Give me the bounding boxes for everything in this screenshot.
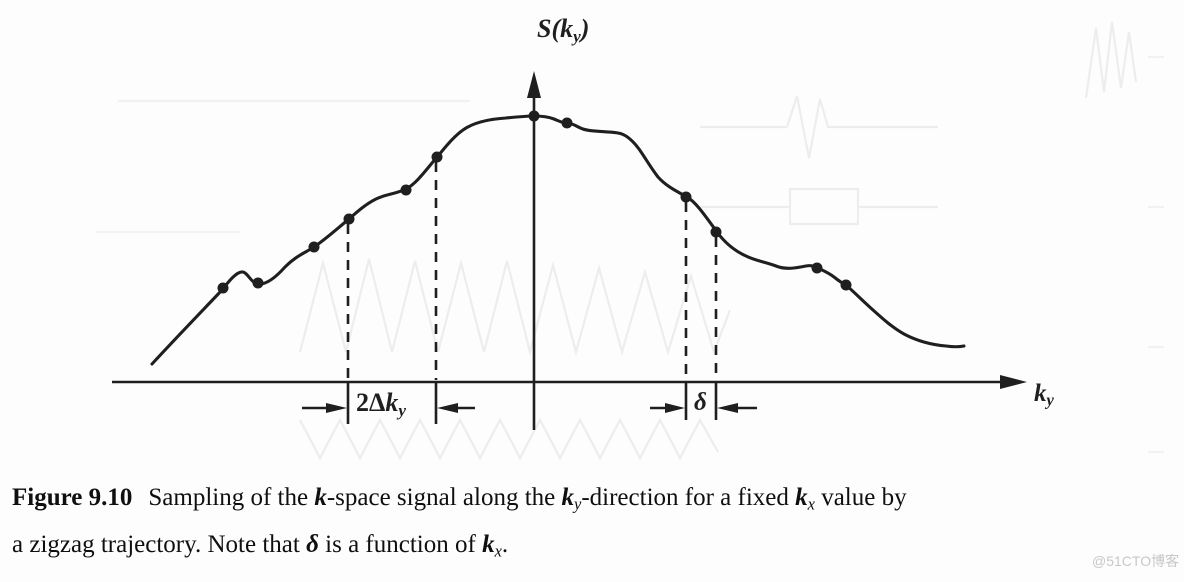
sample-dot — [308, 241, 320, 253]
y-axis-label: S(ky) — [537, 14, 590, 46]
sample-dot — [400, 184, 412, 196]
sampling-guides — [346, 162, 718, 424]
page-bleed-artifacts — [96, 21, 1164, 461]
figure-caption-line1: Figure 9.10 Sampling of the k-space signa… — [12, 484, 907, 514]
site-watermark: @51CTO博客 — [1092, 553, 1180, 569]
signal-curve — [150, 114, 966, 366]
axes — [112, 71, 1027, 430]
figure-caption-line2: a zigzag trajectory. Note that δ is a fu… — [12, 531, 509, 561]
delta-arrow-left-head — [665, 403, 685, 413]
x-axis-arrowhead — [1000, 375, 1027, 389]
sample-dot — [811, 262, 823, 274]
sample-dot — [252, 277, 264, 289]
sample-dot — [710, 226, 722, 238]
y-axis-label-subscript: y — [573, 26, 581, 46]
delta-arrow-right-head — [717, 403, 738, 413]
x-axis-label: ky — [1034, 380, 1054, 410]
sample-dot — [680, 191, 692, 203]
delta-label: δ — [694, 389, 707, 416]
y-axis-arrowhead — [527, 71, 541, 98]
sample-dot — [217, 282, 229, 294]
sample-dot — [840, 279, 852, 291]
sample-points — [217, 110, 852, 294]
x-axis-label-subscript: y — [1046, 390, 1054, 410]
sampling-interval-label: 2Δky — [356, 388, 406, 420]
sample-dot — [343, 213, 355, 225]
sample-dot — [431, 151, 443, 163]
sample-dot — [561, 117, 573, 129]
dimension-arrows — [302, 403, 757, 413]
interval-arrow-left-head — [326, 403, 347, 413]
sample-dot — [528, 110, 540, 122]
interval-arrow-right-head — [437, 403, 458, 413]
figure-number: Figure 9.10 — [12, 484, 133, 511]
